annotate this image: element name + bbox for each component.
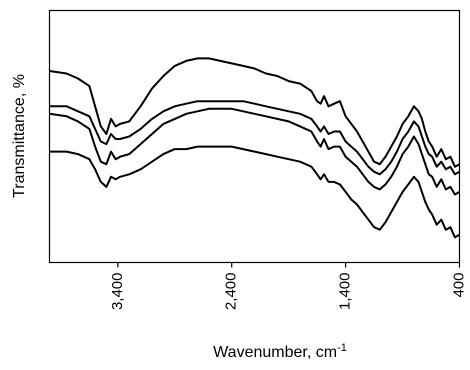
x-axis-label-superscript: -1 [337, 342, 347, 354]
series-line-2 [49, 100, 460, 176]
series-layer [49, 57, 460, 239]
x-axis-label: Wavenumber, cm-1 [213, 342, 347, 361]
x-axis-ticks: 3,400 2,400 1,400 400 [109, 262, 467, 311]
x-axis-label-main: Wavenumber, cm [213, 344, 337, 361]
x-tick-label-2: 2,400 [223, 273, 240, 311]
x-tick-label-4: 400 [450, 273, 467, 298]
series-line-3 [49, 107, 460, 196]
series-line-1 [49, 57, 460, 168]
x-tick-label-3: 1,400 [337, 273, 354, 311]
x-tick-label-1: 3,400 [109, 273, 126, 311]
series-line-4 [49, 145, 460, 239]
y-axis-label: Transmittance, % [11, 74, 28, 198]
plot-frame [48, 9, 461, 264]
